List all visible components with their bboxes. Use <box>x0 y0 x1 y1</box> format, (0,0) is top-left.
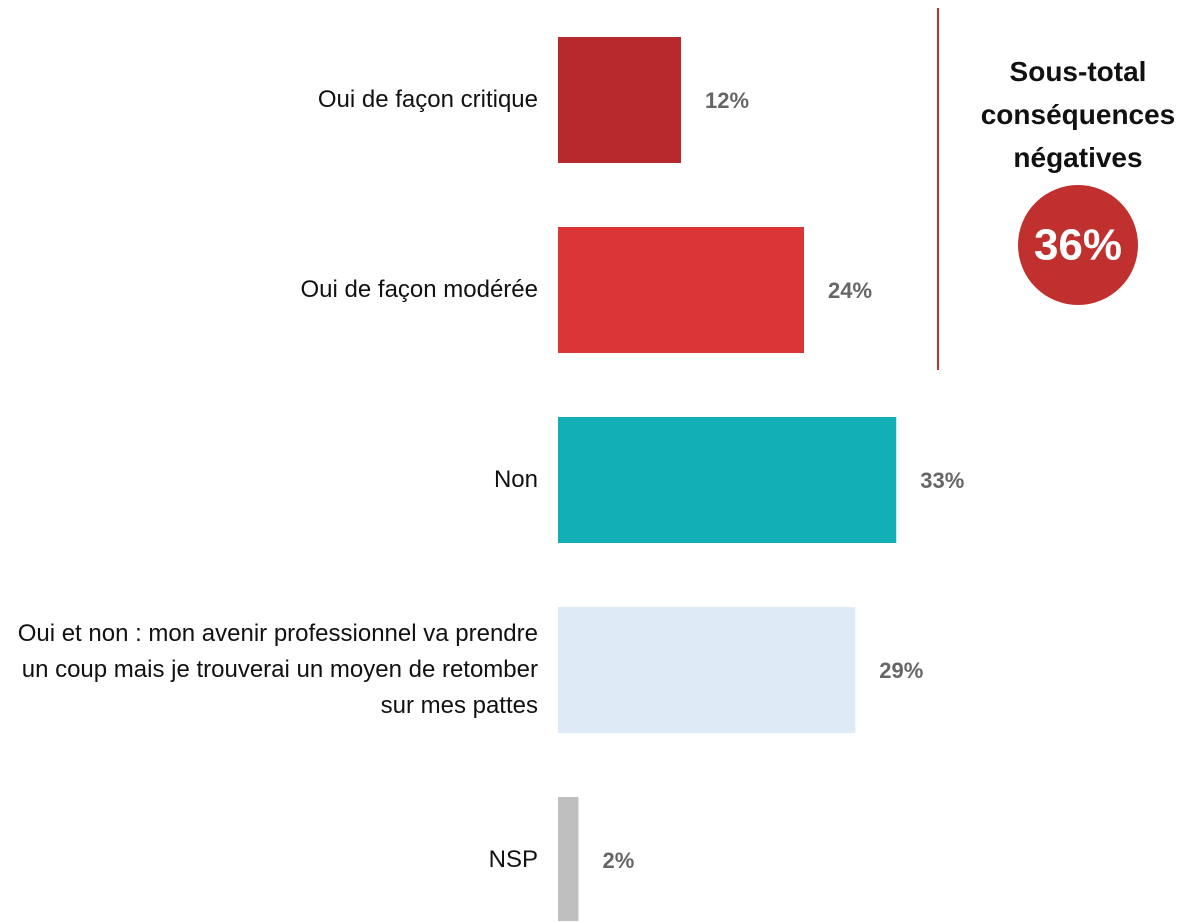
category-text: Oui de façon modérée <box>300 276 538 303</box>
bar <box>558 417 897 543</box>
value-label: 24% <box>828 278 872 303</box>
subtotal-badge <box>1018 185 1138 305</box>
category-text: Non <box>493 466 538 493</box>
category-label: Oui de façon modérée <box>0 227 538 353</box>
category-label: Oui et non : mon avenir professionnel va… <box>0 607 538 733</box>
category-label: Oui de façon critique <box>0 37 538 163</box>
bar <box>558 607 856 733</box>
category-text: Oui de façon critique <box>317 86 538 113</box>
value-label: 29% <box>879 658 923 683</box>
category-text: NSP <box>488 846 538 873</box>
category-text: Oui et non : mon avenir professionnel va… <box>17 620 538 719</box>
bar <box>558 797 579 921</box>
value-label: 12% <box>705 88 749 113</box>
bar <box>558 37 681 163</box>
category-label: NSP <box>0 797 538 923</box>
bar <box>558 227 804 353</box>
value-label: 2% <box>603 848 635 873</box>
value-label: 33% <box>920 468 964 493</box>
subtotal-title: Sous-total conséquences négatives <box>980 56 1176 173</box>
category-label: Non <box>0 417 538 543</box>
subtotal-value: 36% <box>1034 221 1122 270</box>
